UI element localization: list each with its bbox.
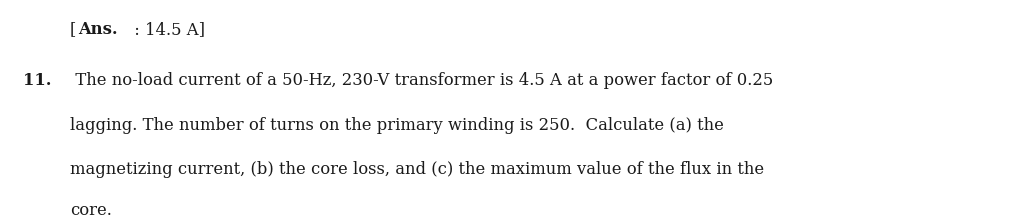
Text: 11.: 11. [23, 72, 51, 89]
Text: [: [ [70, 21, 76, 38]
Text: magnetizing current, (b) the core loss, and (c) the maximum value of the flux in: magnetizing current, (b) the core loss, … [70, 161, 764, 178]
Text: lagging. The number of turns on the primary winding is 250.  Calculate (a) the: lagging. The number of turns on the prim… [70, 117, 724, 134]
Text: Ans.: Ans. [78, 21, 118, 38]
Text: The no-load current of a 50-Hz, 230-V transformer is 4.5 A at a power factor of : The no-load current of a 50-Hz, 230-V tr… [60, 72, 773, 89]
Text: core.: core. [70, 202, 112, 219]
Text: : 14.5 A]: : 14.5 A] [129, 21, 205, 38]
